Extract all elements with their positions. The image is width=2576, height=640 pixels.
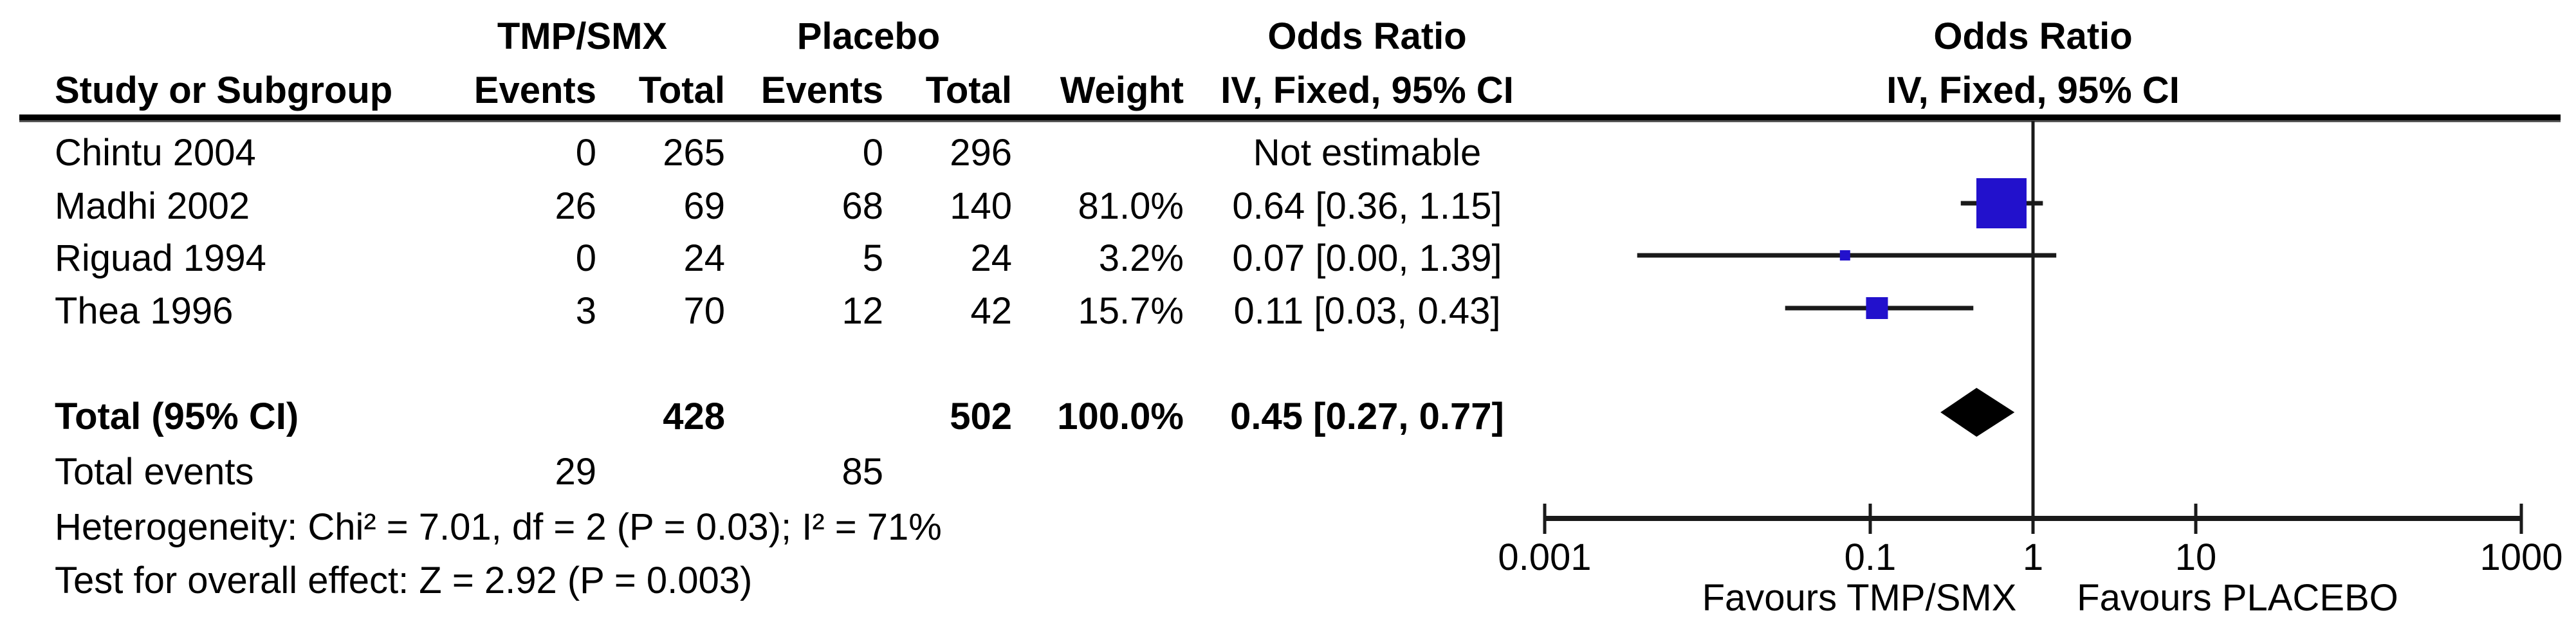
group2-header: Placebo [796,15,941,57]
events2-value: 68 [842,185,883,227]
total2-value: 140 [950,185,1012,227]
favours-left-label: Favours TMP/SMX [1702,577,2017,619]
total2-value: 24 [970,237,1012,279]
col-header-events2: Events [760,69,883,111]
plot-method-header: IV, Fixed, 95% CI [1886,69,2180,111]
header-columns-row: Study or Subgroup Events Total Events To… [0,64,2576,118]
events2-value: 12 [842,290,883,332]
ci-text: Not estimable [1253,132,1482,174]
axis-tick-label: 0.1 [1844,536,1897,578]
table-row: Chintu 2004 0 265 0 296 Not estimable [0,126,2576,180]
events1-value: 0 [575,237,596,279]
total2-value: 296 [950,132,1012,174]
total2-value: 42 [970,290,1012,332]
events1-value: 0 [575,132,596,174]
total-label: Total (95% CI) [55,396,299,437]
total1-value: 265 [663,132,725,174]
study-name: Thea 1996 [55,290,234,332]
total2-sum: 502 [950,396,1012,437]
total1-value: 24 [683,237,725,279]
weight-value: 15.7% [1078,290,1184,332]
ci-text: 0.11 [0.03, 0.43] [1233,290,1501,332]
total-events2: 85 [842,451,883,493]
weight-value: 81.0% [1078,185,1184,227]
total-diamond [1940,388,2015,437]
or-square-madhi-2002 [1976,178,2027,228]
odds-ratio-header: Odds Ratio [1267,15,1467,57]
axis-tick-label: 1 [2022,536,2044,578]
ci-text: 0.07 [0.00, 1.39] [1232,237,1502,279]
or-square-thea-1996 [1866,297,1888,319]
total-weight: 100.0% [1057,396,1184,437]
axis-tick-label: 10 [2175,536,2217,578]
overall-effect-text: Test for overall effect: Z = 2.92 (P = 0… [55,560,753,601]
col-header-events1: Events [474,69,596,111]
axis-tick-label: 1000 [2479,536,2563,578]
col-header-total2: Total [925,69,1012,111]
col-header-weight: Weight [1060,69,1184,111]
overall-effect-row: Test for overall effect: Z = 2.92 (P = 0… [0,554,2576,608]
heterogeneity-row: Heterogeneity: Chi² = 7.01, df = 2 (P = … [0,500,2576,554]
total-ci-text: 0.45 [0.27, 0.77] [1230,396,1504,437]
table-row: Madhi 2002 26 69 68 140 81.0% 0.64 [0.36… [0,179,2576,233]
total1-value: 70 [683,290,725,332]
events2-value: 5 [862,237,883,279]
total-events-label: Total events [55,451,254,493]
group1-header: TMP/SMX [497,15,668,57]
col-header-method: IV, Fixed, 95% CI [1220,69,1514,111]
total-events-row: Total events 29 85 [0,445,2576,499]
weight-value: 3.2% [1098,237,1184,279]
table-row: Thea 1996 3 70 12 42 15.7% 0.11 [0.03, 0… [0,284,2576,338]
total1-sum: 428 [663,396,725,437]
header-separator-line [19,114,2561,122]
ci-text: 0.64 [0.36, 1.15] [1232,185,1502,227]
col-header-total1: Total [638,69,725,111]
total-events1: 29 [555,451,596,493]
plot-odds-ratio-header: Odds Ratio [1933,15,2133,57]
study-name: Riguad 1994 [55,237,266,279]
axis-tick-label: 0.001 [1498,536,1592,578]
heterogeneity-text: Heterogeneity: Chi² = 7.01, df = 2 (P = … [55,506,942,548]
events1-value: 3 [575,290,596,332]
events2-value: 0 [862,132,883,174]
events1-value: 26 [555,185,596,227]
total-row: Total (95% CI) 428 502 100.0% 0.45 [0.27… [0,390,2576,444]
or-square-riguad-1994 [1839,250,1850,261]
favours-right-label: Favours PLACEBO [2077,577,2398,619]
total1-value: 69 [683,185,725,227]
col-header-study: Study or Subgroup [55,69,393,111]
study-name: Madhi 2002 [55,185,250,227]
table-row: Riguad 1994 0 24 5 24 3.2% 0.07 [0.00, 1… [0,232,2576,286]
study-name: Chintu 2004 [55,132,256,174]
header-groups-row: TMP/SMX Placebo Odds Ratio Odds Ratio [0,10,2576,64]
